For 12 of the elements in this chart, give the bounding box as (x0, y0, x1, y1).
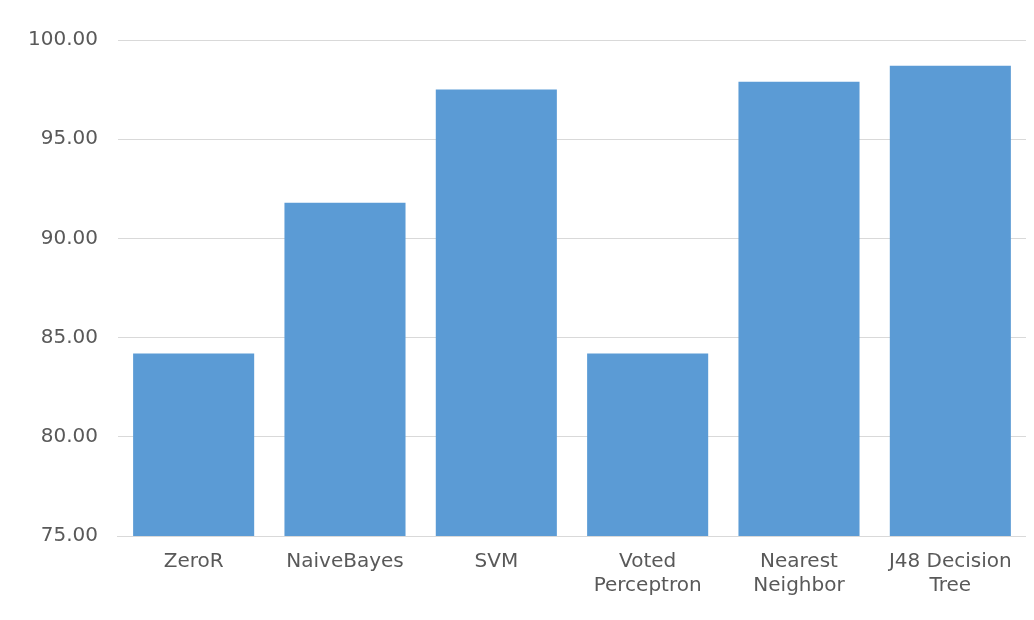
y-tick-label: 75.00 (40, 522, 98, 547)
x-tick-label: ZeroR (163, 548, 224, 573)
x-tick-label: Nearest Neighbor (753, 548, 846, 597)
y-tick-label: 85.00 (40, 323, 98, 348)
x-tick-label: Voted Perceptron (593, 548, 702, 597)
y-tick-label: 80.00 (40, 423, 98, 447)
x-tick-label: NaiveBayes (286, 548, 404, 573)
y-tick-label: 90.00 (40, 224, 98, 249)
x-tick-label: J48 Decision Tree (886, 548, 1012, 597)
y-tick-label: 95.00 (40, 125, 98, 150)
y-tick-label: 100.00 (28, 26, 98, 51)
x-tick-label: SVM (474, 548, 519, 573)
